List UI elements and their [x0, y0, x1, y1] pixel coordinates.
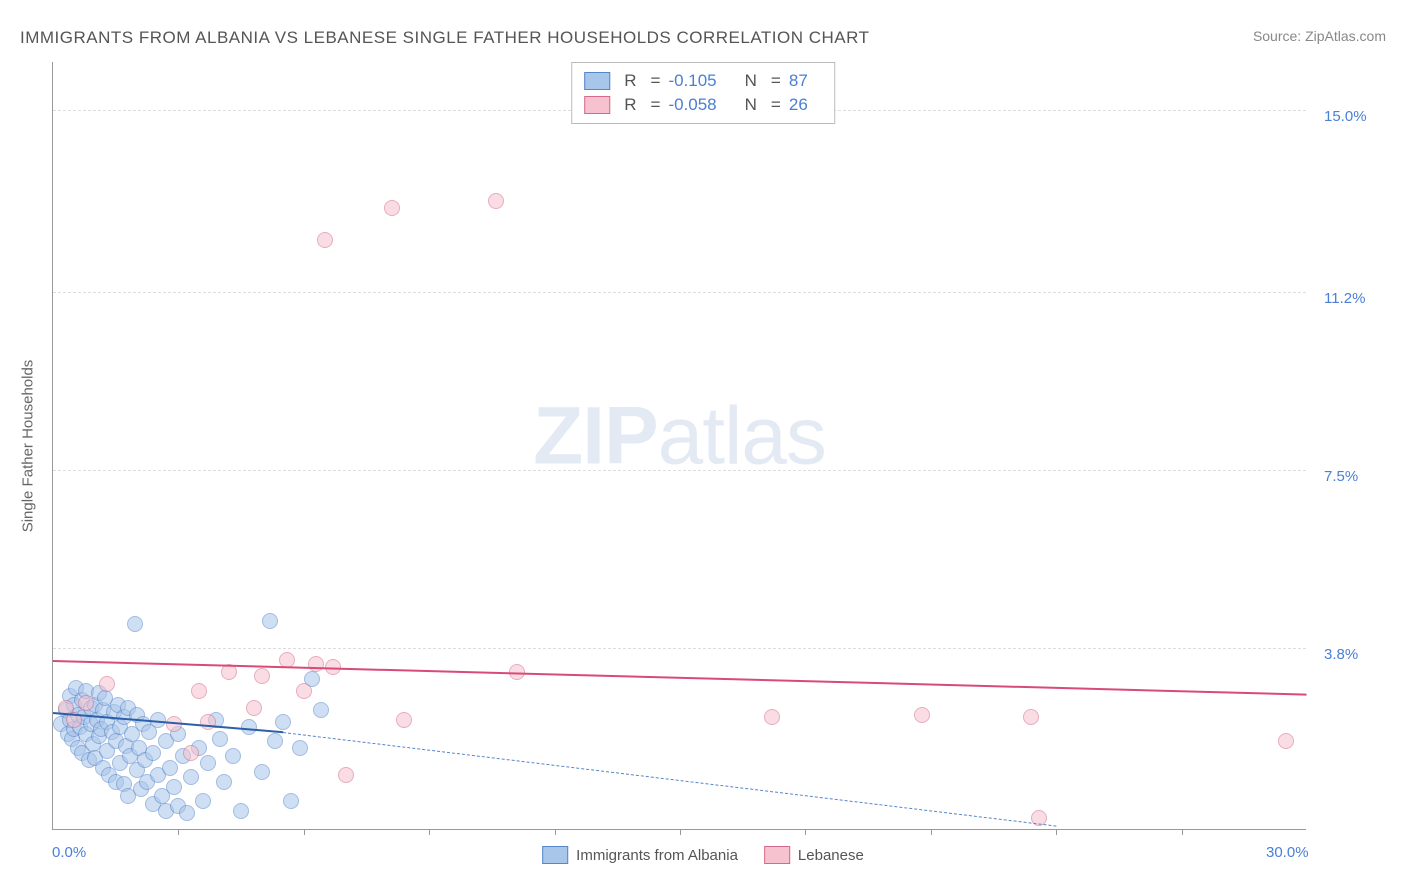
data-point [283, 793, 299, 809]
data-point [191, 683, 207, 699]
data-point [195, 793, 211, 809]
stat-eq: = [771, 95, 781, 115]
data-point [914, 707, 930, 723]
stat-n-label: N [745, 71, 757, 91]
data-point [384, 200, 400, 216]
y-tick-label: 11.2% [1324, 290, 1365, 307]
data-point [183, 745, 199, 761]
x-tick [555, 829, 556, 835]
data-point [212, 731, 228, 747]
x-tick [680, 829, 681, 835]
stat-r-label: R [624, 95, 636, 115]
swatch-series1 [584, 72, 610, 90]
data-point [166, 779, 182, 795]
data-point [254, 764, 270, 780]
y-tick-label: 3.8% [1324, 646, 1358, 663]
data-point [313, 702, 329, 718]
stat-eq: = [651, 71, 661, 91]
plot-area: ZIPatlas [52, 62, 1306, 830]
watermark-light: atlas [658, 390, 826, 481]
data-point [99, 676, 115, 692]
data-point [241, 719, 257, 735]
x-tick [931, 829, 932, 835]
stats-row-series1: R = -0.105 N = 87 [584, 69, 822, 93]
x-tick [805, 829, 806, 835]
data-point [145, 745, 161, 761]
gridline [53, 470, 1306, 471]
stat-n-label: N [745, 95, 757, 115]
data-point [200, 755, 216, 771]
x-tick [178, 829, 179, 835]
stats-row-series2: R = -0.058 N = 26 [584, 93, 822, 117]
data-point [246, 700, 262, 716]
chart-title: IMMIGRANTS FROM ALBANIA VS LEBANESE SING… [20, 28, 870, 48]
data-point [200, 714, 216, 730]
data-point [764, 709, 780, 725]
data-point [308, 656, 324, 672]
data-point [254, 668, 270, 684]
x-tick [304, 829, 305, 835]
data-point [488, 193, 504, 209]
data-point [338, 767, 354, 783]
data-point [233, 803, 249, 819]
stat-r-label: R [624, 71, 636, 91]
data-point [162, 760, 178, 776]
data-point [216, 774, 232, 790]
y-tick-label: 7.5% [1324, 468, 1358, 485]
data-point [296, 683, 312, 699]
y-tick-label: 15.0% [1324, 108, 1367, 125]
data-point [78, 695, 94, 711]
legend-label-series2: Lebanese [798, 847, 864, 864]
stat-n-value-2: 26 [789, 95, 808, 115]
watermark-bold: ZIP [533, 390, 658, 481]
x-axis-max-label: 30.0% [1266, 844, 1309, 861]
x-tick [1056, 829, 1057, 835]
data-point [183, 769, 199, 785]
swatch-series1 [542, 846, 568, 864]
stat-n-value-1: 87 [789, 71, 808, 91]
data-point [127, 616, 143, 632]
x-tick [1182, 829, 1183, 835]
data-point [275, 714, 291, 730]
data-point [1278, 733, 1294, 749]
legend-item-series2: Lebanese [764, 846, 864, 864]
stat-eq: = [771, 71, 781, 91]
swatch-series2 [764, 846, 790, 864]
swatch-series2 [584, 96, 610, 114]
legend-label-series1: Immigrants from Albania [576, 847, 738, 864]
data-point [292, 740, 308, 756]
data-point [317, 232, 333, 248]
trendline-extrapolated [283, 732, 1056, 827]
gridline [53, 292, 1306, 293]
source-attribution: Source: ZipAtlas.com [1253, 28, 1386, 44]
x-axis-min-label: 0.0% [52, 844, 86, 861]
stat-r-value-1: -0.105 [668, 71, 716, 91]
stat-r-value-2: -0.058 [668, 95, 716, 115]
data-point [1023, 709, 1039, 725]
data-point [262, 613, 278, 629]
data-point [225, 748, 241, 764]
data-point [179, 805, 195, 821]
trendline [53, 660, 1307, 696]
gridline [53, 648, 1306, 649]
bottom-legend: Immigrants from Albania Lebanese [542, 846, 864, 864]
x-tick [429, 829, 430, 835]
y-axis-label: Single Father Households [20, 360, 37, 533]
legend-item-series1: Immigrants from Albania [542, 846, 738, 864]
data-point [267, 733, 283, 749]
watermark: ZIPatlas [533, 389, 826, 483]
stat-eq: = [651, 95, 661, 115]
stats-legend-box: R = -0.105 N = 87 R = -0.058 N = 26 [571, 62, 835, 124]
data-point [396, 712, 412, 728]
